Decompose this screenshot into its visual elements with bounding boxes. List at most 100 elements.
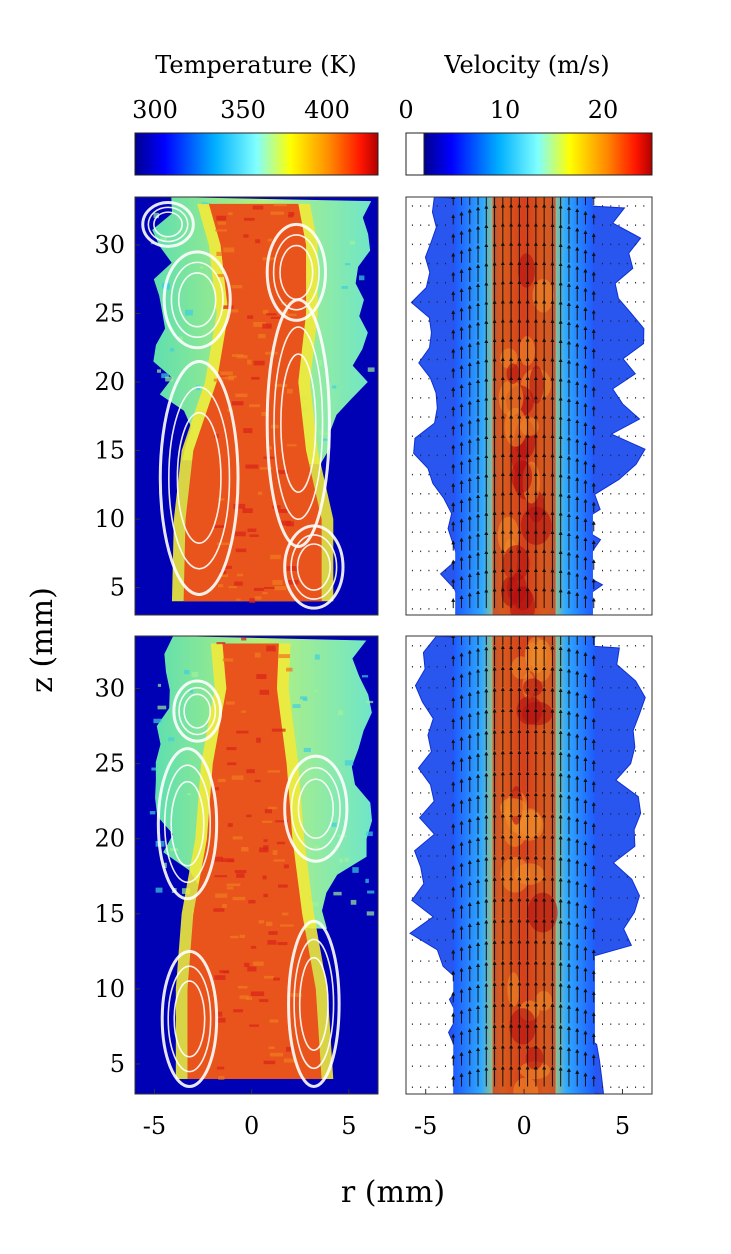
core-speckle	[235, 393, 248, 398]
velocity-colorbar-tick-0: 0	[398, 96, 413, 124]
x-axis-label: r (mm)	[341, 1175, 445, 1210]
velocity-vector	[436, 771, 438, 773]
velocity-vector	[635, 569, 637, 572]
velocity-vector	[420, 729, 422, 731]
core-speckle	[228, 586, 237, 589]
mixing-speckle	[365, 878, 369, 883]
velocity-vector	[411, 588, 413, 591]
velocity-vector	[618, 512, 620, 514]
velocity-vector	[626, 687, 628, 689]
velocity-vector	[428, 608, 430, 610]
velocity-vector	[444, 1086, 446, 1088]
velocity-vector	[635, 301, 637, 303]
velocity-vector	[610, 320, 612, 322]
velocity-vector	[643, 1086, 645, 1088]
velocity-vector	[610, 550, 612, 553]
core-speckle	[253, 587, 264, 591]
velocity-vector	[444, 645, 446, 647]
velocity-vector	[602, 750, 604, 752]
velocity-vector	[420, 1086, 422, 1088]
velocity-vector	[618, 729, 620, 731]
velocity-vector	[635, 750, 637, 752]
core-speckle	[268, 1046, 275, 1050]
plot-area	[406, 636, 652, 1094]
velocity-vector	[635, 320, 637, 322]
core-speckle	[249, 598, 256, 603]
mixing-speckle	[157, 705, 167, 710]
velocity-vector	[626, 960, 628, 962]
velocity-vector	[626, 855, 628, 857]
velocity-vector	[411, 416, 413, 418]
velocity-vector	[411, 771, 413, 773]
mixing-speckle	[292, 704, 301, 708]
velocity-colorbar: Velocity (m/s) 0 10 20	[398, 51, 653, 176]
velocity-vector	[626, 397, 628, 399]
velocity-vector	[444, 918, 446, 920]
velocity-vector	[428, 588, 430, 591]
core-speckle	[250, 991, 265, 996]
velocity-vector	[444, 1002, 446, 1004]
mixing-speckle	[345, 263, 351, 266]
velocity-vector	[436, 834, 438, 836]
velocity-vector	[626, 771, 628, 773]
core-speckle	[243, 428, 253, 434]
velocity-vector	[411, 729, 413, 731]
core-speckle	[260, 467, 273, 470]
velocity-vector	[626, 834, 628, 836]
contour-line	[172, 679, 223, 743]
velocity-vector	[610, 771, 612, 773]
velocity-vector	[618, 473, 620, 476]
contour-line	[147, 206, 189, 243]
mixing-speckle	[191, 671, 199, 678]
velocity-vector	[444, 750, 446, 752]
core-speckle	[266, 648, 276, 652]
core-speckle	[286, 388, 293, 394]
velocity-vector	[428, 262, 430, 265]
core-speckle	[268, 931, 278, 935]
velocity-vector	[610, 1002, 612, 1004]
mixing-speckle	[163, 862, 167, 869]
velocity-vector	[635, 687, 637, 689]
contour-line	[176, 411, 222, 544]
velocity-vector	[618, 771, 620, 773]
velocity-vector	[444, 834, 446, 836]
velocity-vector	[635, 224, 637, 226]
core-speckle	[278, 884, 288, 888]
core-speckle	[264, 975, 274, 979]
core-speckle	[214, 1011, 223, 1017]
core-speckle	[273, 859, 285, 862]
y-tick-label: 30	[94, 231, 125, 259]
velocity-vector	[428, 550, 430, 553]
velocity-vector	[411, 750, 413, 752]
velocity-vector	[428, 960, 430, 962]
core-speckle	[227, 212, 233, 216]
velocity-vector	[626, 645, 628, 647]
contour-line	[265, 222, 328, 322]
core-speckle	[231, 401, 244, 406]
velocity-blob	[504, 407, 527, 447]
velocity-colorbar-tick-10: 10	[490, 96, 521, 124]
velocity-vector	[428, 645, 430, 647]
velocity-vector	[618, 981, 620, 983]
velocity-vector	[626, 1086, 628, 1088]
velocity-vector	[411, 301, 413, 303]
mixing-speckle	[165, 376, 174, 382]
velocity-vector	[436, 1086, 438, 1088]
velocity-vector	[618, 750, 620, 752]
velocity-vector	[420, 708, 422, 710]
core-speckle	[219, 376, 234, 380]
velocity-vector	[602, 897, 604, 899]
velocity-vector	[436, 358, 438, 361]
velocity-vector	[618, 301, 620, 303]
plot-area	[135, 636, 378, 1094]
velocity-vector	[411, 243, 413, 246]
velocity-vector	[618, 876, 620, 878]
core-speckle	[270, 211, 285, 215]
core-speckle	[254, 652, 261, 658]
velocity-vector	[635, 473, 637, 476]
velocity-vector	[411, 1023, 413, 1025]
core-speckle	[237, 985, 248, 989]
velocity-vector	[436, 1044, 438, 1046]
velocity-vector	[436, 550, 438, 553]
velocity-vector	[411, 855, 413, 857]
